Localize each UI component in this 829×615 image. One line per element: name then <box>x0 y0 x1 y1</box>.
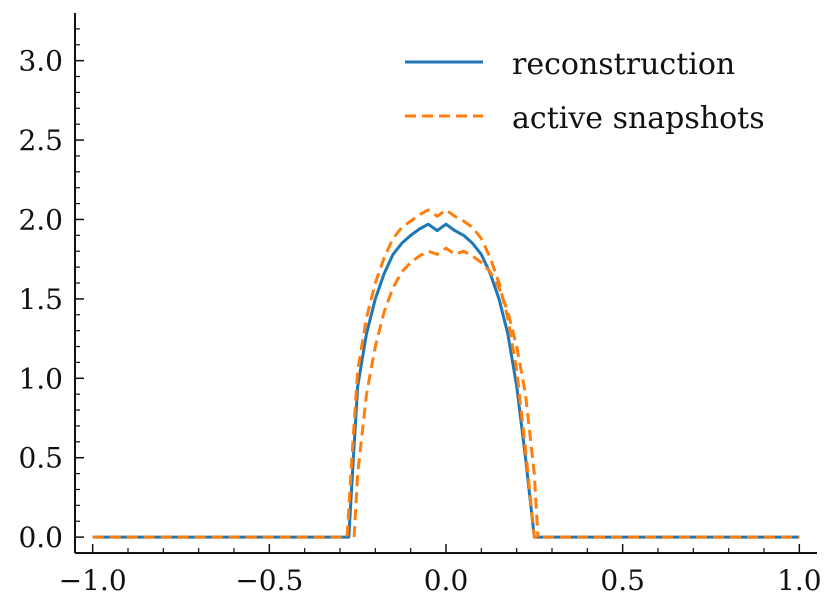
x-tick-label: −1.0 <box>59 564 127 597</box>
legend-label-active-snapshots: active snapshots <box>512 101 765 136</box>
plot-lines <box>92 208 800 539</box>
y-tick-label: 1.5 <box>18 283 63 316</box>
y-tick-label: 2.5 <box>18 124 63 157</box>
y-ticks: 0.0 0.5 1.0 1.5 2.0 2.5 3.0 <box>18 28 84 554</box>
x-tick-label: 0.0 <box>424 564 469 597</box>
legend-item-active-snapshots: active snapshots <box>405 101 765 136</box>
y-tick-label: 2.0 <box>18 203 63 236</box>
legend-label-reconstruction: reconstruction <box>512 47 735 82</box>
series-line-2 <box>352 246 540 538</box>
axes <box>74 13 817 554</box>
legend: reconstruction active snapshots <box>405 47 765 136</box>
x-tick-label: 0.5 <box>600 564 645 597</box>
series-line-1 <box>92 208 800 539</box>
y-tick-label: 0.0 <box>18 521 63 554</box>
x-tick-label: 1.0 <box>777 564 822 597</box>
x-ticks: −1.0 −0.5 0.0 0.5 1.0 <box>59 544 822 597</box>
y-tick-label: 0.5 <box>18 442 63 475</box>
legend-item-reconstruction: reconstruction <box>405 47 735 82</box>
y-tick-label: 1.0 <box>18 362 63 395</box>
x-tick-label: −0.5 <box>235 564 303 597</box>
series-line-0 <box>92 222 800 539</box>
y-tick-label: 3.0 <box>18 45 63 78</box>
